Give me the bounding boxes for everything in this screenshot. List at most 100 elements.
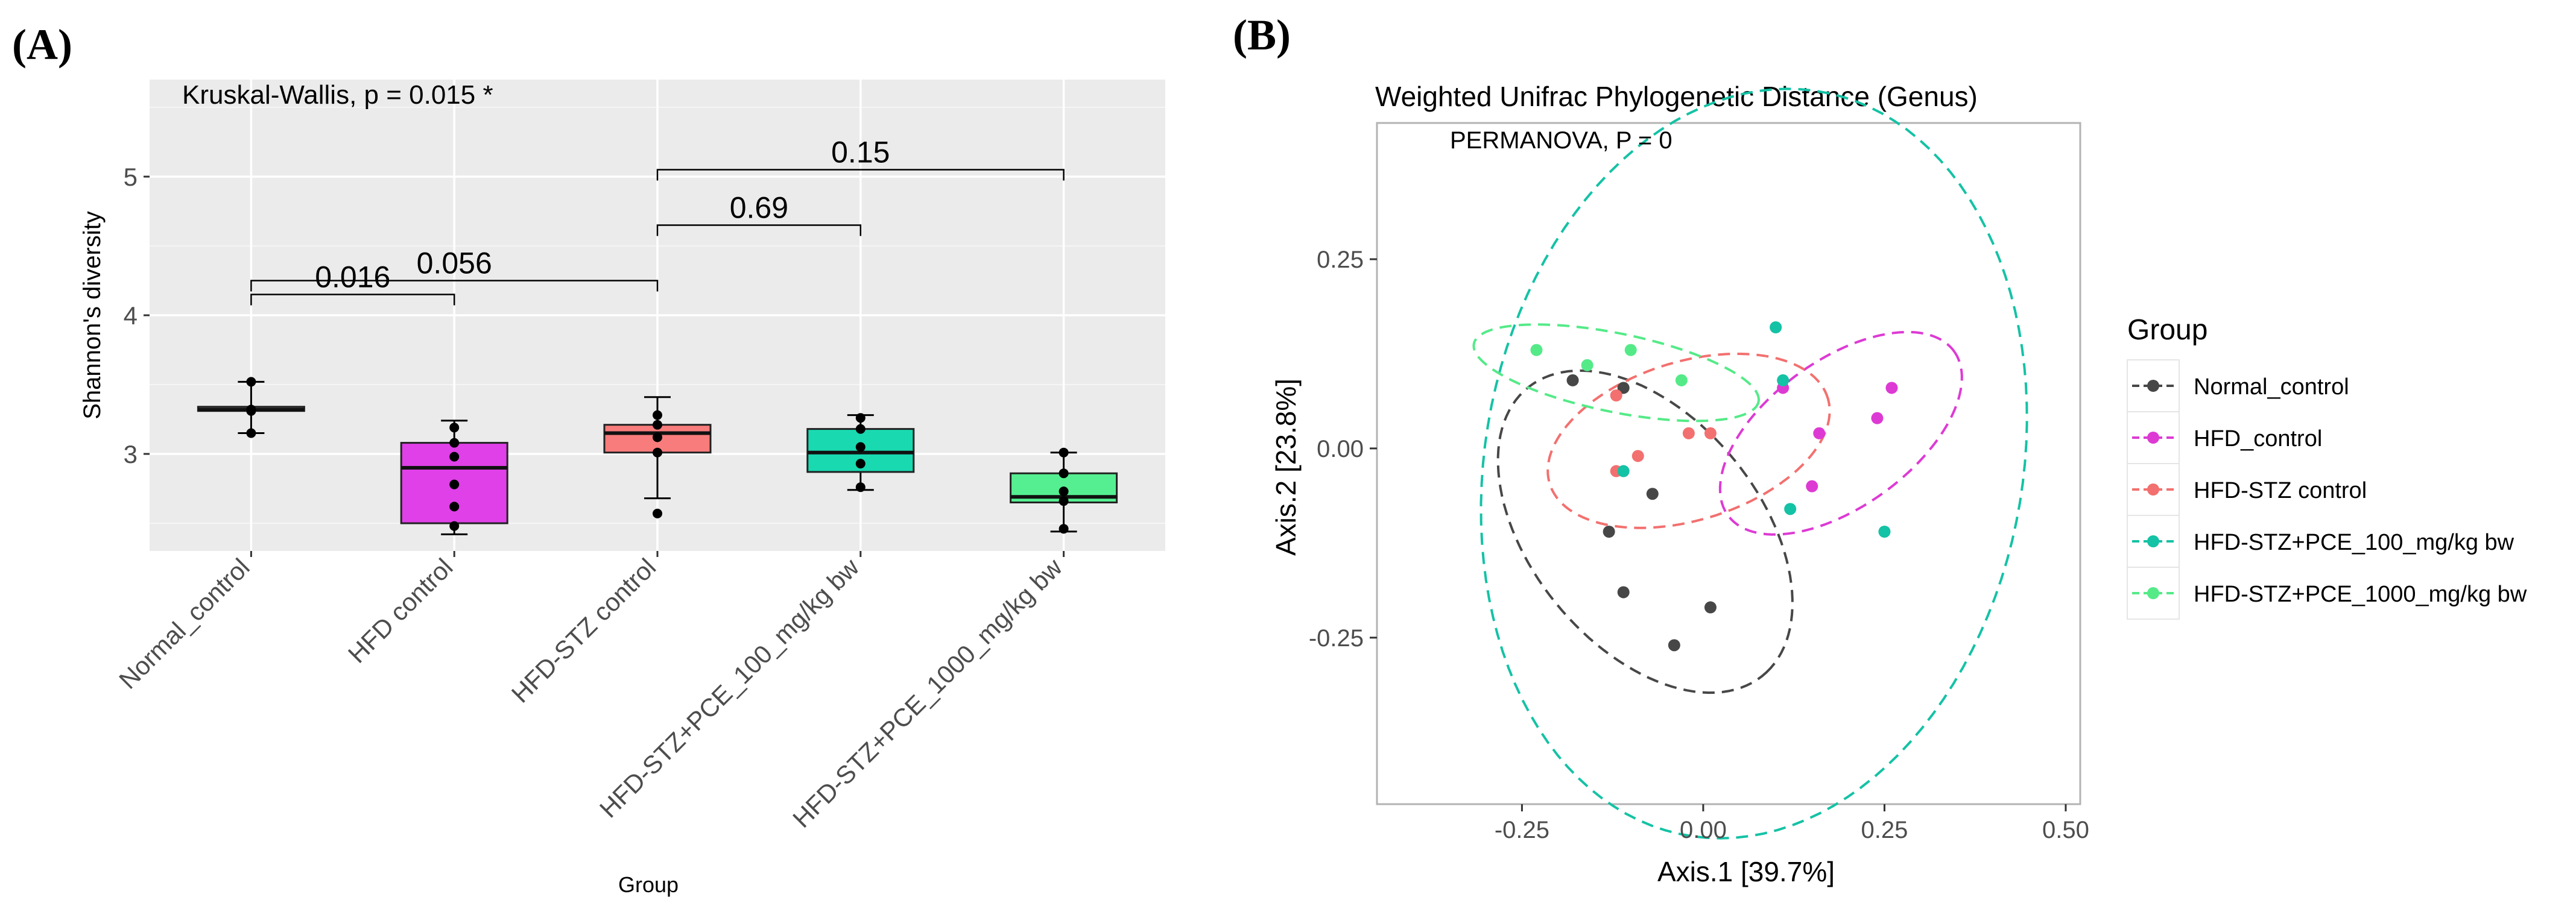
panel-b-scatter: Weighted Unifrac Phylogenetic Distance (… bbox=[1270, 81, 2527, 887]
comparison-bracket bbox=[656, 169, 1065, 181]
data-point bbox=[246, 377, 256, 387]
data-point bbox=[449, 502, 460, 512]
scatter-point bbox=[1603, 526, 1615, 538]
data-point bbox=[1059, 496, 1069, 506]
panel-a-comparisons: 0.016 0.056 0.69 0.15 bbox=[250, 136, 1065, 306]
data-point bbox=[855, 459, 866, 469]
kruskal-wallis-annotation: Kruskal-Wallis, p = 0.015 * bbox=[182, 80, 493, 110]
panel-b-title: Weighted Unifrac Phylogenetic Distance (… bbox=[1375, 81, 1978, 112]
y-tick-label: -0.25 bbox=[1309, 625, 1364, 652]
panel-b-label: (B) bbox=[1233, 11, 1291, 59]
y-tick-label: 0.00 bbox=[1317, 436, 1364, 462]
panel-b-legend: Group Normal_control HFD_control HFD-STZ c… bbox=[2127, 314, 2527, 620]
panel-a-boxplot: 0.016 0.056 0.69 0.15 3 4 5 Normal_control HFD … bbox=[79, 80, 1165, 897]
comparison-p-value: 0.69 bbox=[730, 191, 788, 225]
scatter-point bbox=[1770, 321, 1782, 333]
scatter-point bbox=[1631, 450, 1644, 462]
permanova-annotation: PERMANOVA, P = 0 bbox=[1450, 127, 1673, 154]
scatter-point bbox=[1675, 374, 1688, 386]
scatter-point bbox=[1871, 412, 1884, 424]
panel-b-y-axis-label: Axis.2 [23.8%] bbox=[1270, 379, 1302, 556]
legend-key-point bbox=[2147, 380, 2159, 392]
comparison-p-value: 0.15 bbox=[831, 136, 890, 169]
legend-key-point bbox=[2147, 483, 2159, 496]
legend-key-point bbox=[2147, 535, 2159, 547]
scatter-point bbox=[1704, 427, 1717, 439]
comparison-p-value: 0.016 bbox=[315, 260, 390, 294]
scatter-point bbox=[1646, 488, 1659, 500]
x-tick-label: 0.25 bbox=[1861, 817, 1908, 843]
comparison-p-value: 0.056 bbox=[417, 247, 492, 280]
confidence-ellipse bbox=[1472, 323, 1761, 423]
data-point bbox=[449, 423, 460, 433]
scatter-point bbox=[1878, 526, 1891, 538]
confidence-ellipse bbox=[1718, 330, 1963, 536]
y-tick-label: 0.25 bbox=[1317, 247, 1364, 273]
panel-a-points bbox=[246, 377, 1069, 534]
panel-b-x-axis-label: Axis.1 [39.7%] bbox=[1657, 856, 1835, 887]
legend-entry-label: HFD-STZ+PCE_100_mg/kg bw bbox=[2194, 530, 2514, 555]
scatter-point bbox=[1617, 586, 1630, 599]
panel-a-x-axis-label: Group bbox=[618, 872, 679, 897]
data-point bbox=[855, 413, 866, 423]
scatter-point bbox=[1885, 382, 1898, 394]
y-tick-label: 4 bbox=[124, 301, 138, 330]
confidence-ellipse bbox=[1479, 87, 2028, 840]
legend-entry-label: Normal_control bbox=[2194, 374, 2349, 400]
data-point bbox=[449, 438, 460, 448]
x-tick-label: -0.25 bbox=[1495, 817, 1549, 843]
data-point bbox=[653, 508, 662, 518]
scatter-point bbox=[1784, 503, 1797, 515]
y-tick-label: 3 bbox=[124, 440, 138, 468]
confidence-ellipse bbox=[1496, 369, 1794, 694]
data-point bbox=[449, 479, 460, 489]
x-tick-label: Normal_control bbox=[113, 553, 255, 694]
scatter-point bbox=[1806, 480, 1818, 492]
data-point bbox=[449, 452, 460, 462]
panel-a-y-axis-label: Shannon's diversity bbox=[79, 211, 106, 420]
data-point bbox=[653, 447, 662, 458]
legend-entry-label: HFD-STZ control bbox=[2194, 478, 2367, 503]
data-point bbox=[246, 428, 256, 438]
scatter-point bbox=[1682, 427, 1695, 439]
x-tick-label: 0.00 bbox=[1680, 817, 1727, 843]
scatter-point bbox=[1610, 389, 1622, 401]
data-point bbox=[855, 424, 866, 434]
data-point bbox=[855, 482, 866, 492]
comparison-bracket bbox=[250, 280, 659, 292]
scatter-point bbox=[1566, 374, 1579, 386]
data-point bbox=[653, 432, 662, 442]
panel-b-ellipses bbox=[1472, 87, 2028, 840]
data-point bbox=[449, 521, 460, 531]
panel-b-axes: -0.25 0.00 0.25 0.50 -0.25 0.00 0.25 bbox=[1309, 247, 2089, 843]
data-point bbox=[246, 406, 256, 416]
comparison-bracket bbox=[656, 224, 862, 236]
x-tick-label: 0.50 bbox=[2042, 817, 2089, 843]
scatter-point bbox=[1617, 465, 1630, 477]
comparison-bracket bbox=[250, 294, 455, 306]
data-point bbox=[653, 420, 662, 430]
scatter-point bbox=[1777, 374, 1790, 386]
data-point bbox=[1059, 524, 1069, 534]
scatter-point bbox=[1530, 344, 1543, 356]
data-point bbox=[1059, 486, 1069, 497]
y-tick-label: 5 bbox=[124, 163, 138, 191]
panel-b-points bbox=[1530, 321, 1898, 652]
data-point bbox=[1059, 447, 1069, 458]
legend-entry-label: HFD_control bbox=[2194, 426, 2322, 452]
scatter-point bbox=[1581, 359, 1593, 371]
data-point bbox=[855, 442, 866, 452]
scatter-point bbox=[1704, 601, 1717, 614]
scatter-point bbox=[1617, 382, 1630, 394]
x-tick-label: HFD-STZ control bbox=[506, 553, 662, 708]
x-tick-label: HFD control bbox=[343, 553, 458, 669]
scatter-point bbox=[1813, 427, 1826, 439]
legend-title: Group bbox=[2127, 314, 2207, 346]
scatter-point bbox=[1668, 639, 1680, 652]
legend-entry-label: HFD-STZ+PCE_1000_mg/kg bw bbox=[2194, 582, 2527, 607]
legend-key-point bbox=[2147, 587, 2159, 599]
data-point bbox=[653, 410, 662, 420]
confidence-ellipse bbox=[1546, 353, 1831, 529]
panel-a-label: (A) bbox=[12, 20, 72, 69]
